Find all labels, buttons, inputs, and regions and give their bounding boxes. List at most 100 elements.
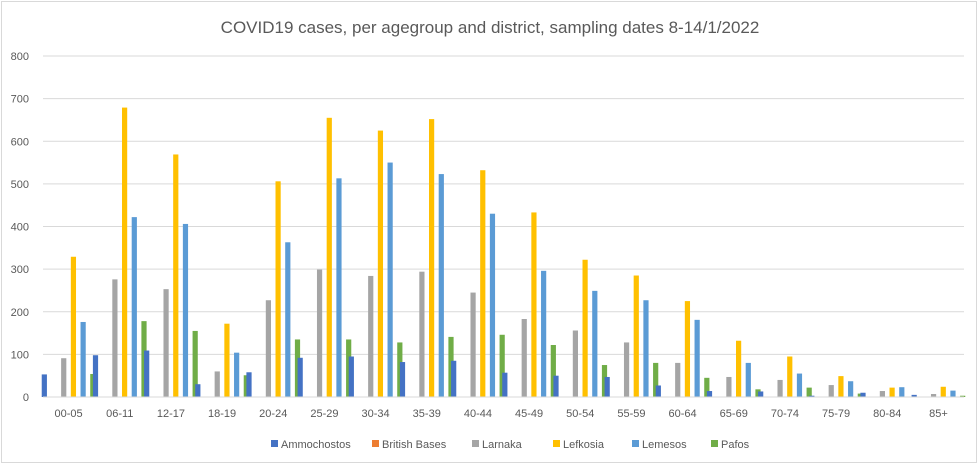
bar [80,321,86,397]
bar [502,372,508,397]
bar [141,321,147,397]
bar [726,376,732,397]
bar [243,375,249,397]
bar [294,339,301,397]
bar [448,336,454,397]
bar [61,358,67,397]
bar [163,289,169,397]
y-tick-label: 600 [11,136,29,148]
legend-label: Pafos [721,439,750,451]
y-tick-label: 300 [11,264,29,276]
bar [285,242,291,397]
bar [112,279,118,397]
y-tick-label: 200 [11,307,29,319]
bar [601,365,608,397]
bar [694,319,700,397]
bar [429,119,435,397]
bar [604,376,610,397]
x-tick-label: 25-29 [310,408,338,420]
bar [745,362,751,397]
bar [182,223,189,397]
bar [399,362,406,397]
bar [275,181,281,397]
bar [809,395,815,397]
x-tick-label: 65-69 [720,408,748,420]
bar [348,356,354,397]
bar [41,374,47,397]
bar [633,275,639,397]
bar [70,256,77,397]
legend-label: Lemesos [642,439,687,451]
bar [531,212,537,397]
legend-swatch [632,440,639,447]
bar [623,342,630,397]
bar [541,270,547,397]
bar [480,170,486,397]
x-tick-label: 06-11 [106,408,133,420]
bar [377,130,384,397]
x-tick-label: 85+ [929,408,948,420]
gridlines [43,55,964,355]
bar [214,371,220,397]
bar [592,290,598,397]
bar [336,178,342,397]
x-tick-label: 00-05 [55,408,83,420]
bar [387,162,393,397]
y-tick-label: 0 [23,392,29,404]
bar [419,271,425,397]
bar [704,377,710,397]
bar [90,373,96,397]
bar [489,213,496,397]
bar [758,391,764,397]
bar [144,350,150,397]
bar [582,259,588,397]
bar [960,395,966,397]
bar [828,385,834,397]
bar [346,339,352,397]
bar [234,352,240,397]
x-tick-label: 40-44 [464,408,492,420]
bar [675,362,681,397]
y-tick-label: 800 [11,51,29,63]
bar [889,387,895,397]
legend-swatch [472,440,479,447]
bar [950,390,956,397]
x-axis: 00-05 06-11 12-17 18-19 20-24 25-29 30-34 35-39… [43,396,964,420]
legend-swatch [711,440,718,447]
y-tick-label: 400 [11,222,29,234]
bar [122,107,128,397]
bar [550,345,556,397]
x-tick-label: 80-84 [873,408,901,420]
bar [848,381,854,397]
bar [316,269,323,397]
legend-swatch [553,440,560,447]
bar [297,357,303,397]
bar [787,356,793,397]
bar [653,362,659,397]
bar [796,373,803,397]
x-tick-label: 45-49 [515,408,543,420]
bar [499,334,505,397]
bar [838,376,844,397]
x-tick-label: 55-59 [617,408,645,420]
bar [736,340,742,397]
x-tick-label: 50-54 [566,408,594,420]
bar [706,391,713,397]
legend-label: Larnaka [482,439,523,451]
bar [92,355,99,397]
bar [192,330,198,397]
bar [806,387,812,397]
bar [195,384,201,397]
bar [655,385,661,397]
x-tick-label: 30-34 [362,408,390,420]
bar [173,154,179,397]
bar [553,375,559,397]
bar [470,292,476,397]
bar [857,393,863,397]
bar [521,319,527,397]
bar [899,387,905,397]
bar [326,117,332,397]
legend-swatch [372,440,379,447]
x-tick-label: 20-24 [259,408,287,420]
chart-title: COVID19 cases, per agegroup and district… [221,18,760,37]
